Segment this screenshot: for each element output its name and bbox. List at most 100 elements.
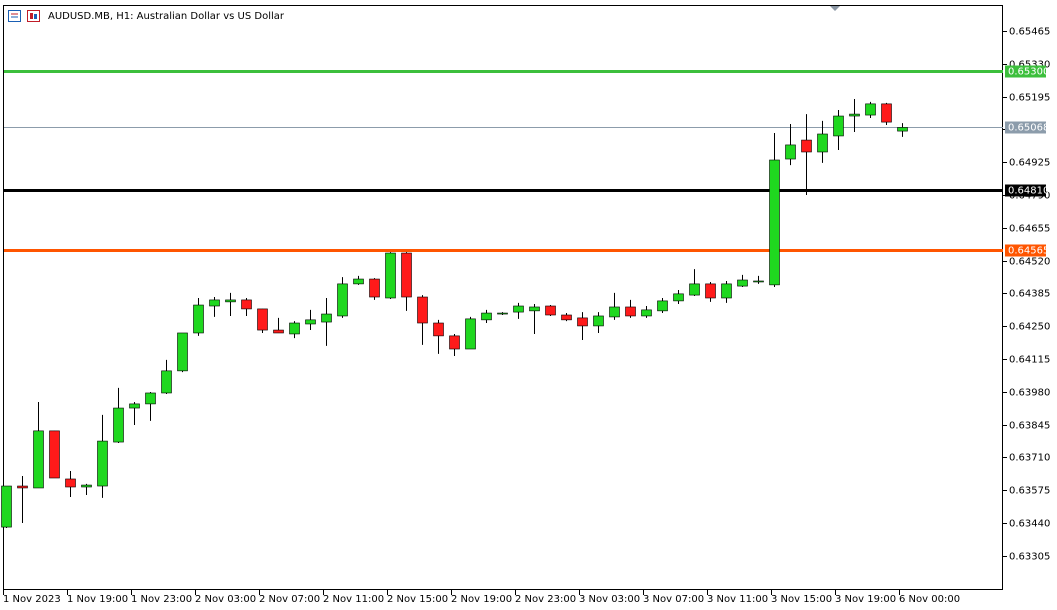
x-tick-label: 2 Nov 23:00 xyxy=(515,594,576,605)
candle-body xyxy=(129,403,140,409)
x-tick-label: 3 Nov 19:00 xyxy=(835,594,896,605)
candle-body xyxy=(689,283,700,296)
candle-body xyxy=(161,370,172,394)
candle-body xyxy=(321,313,332,323)
candle-body xyxy=(449,335,460,350)
candle-body xyxy=(97,440,108,487)
x-tick-label: 6 Nov 00:00 xyxy=(899,594,960,605)
candle-body xyxy=(337,283,348,317)
candle-body xyxy=(865,103,876,116)
x-tick-label: 2 Nov 07:00 xyxy=(259,594,320,605)
y-tick-label: 0.65465 xyxy=(1009,27,1050,38)
candle-body xyxy=(401,252,412,298)
candle-body xyxy=(529,306,540,312)
candle-body xyxy=(49,430,60,479)
candle-body xyxy=(673,293,684,302)
x-tick-label: 3 Nov 07:00 xyxy=(643,594,704,605)
x-tick-label: 2 Nov 15:00 xyxy=(387,594,448,605)
candle-body xyxy=(577,317,588,327)
candle-body xyxy=(561,314,572,321)
icon-bar xyxy=(34,14,37,19)
y-tick-label: 0.65330 xyxy=(1009,60,1050,71)
candle-body xyxy=(593,315,604,327)
y-tick-label: 0.64385 xyxy=(1009,289,1050,300)
y-tick-label: 0.64655 xyxy=(1009,224,1050,235)
level-label: 0.65068 xyxy=(1008,123,1049,134)
chart-icons xyxy=(8,10,40,22)
x-tick-label: 1 Nov 19:00 xyxy=(67,594,128,605)
candle-body xyxy=(1,485,12,528)
x-tick-label: 2 Nov 03:00 xyxy=(195,594,256,605)
candle-body xyxy=(209,299,220,307)
candle-body xyxy=(225,299,236,303)
candle-body xyxy=(849,113,860,117)
icon-list xyxy=(8,10,21,22)
level-label: 0.65300 xyxy=(1008,67,1049,78)
level-label: 0.64810 xyxy=(1008,186,1049,197)
candle-body xyxy=(241,299,252,310)
level-label-box xyxy=(1005,121,1046,134)
y-tick-label: 0.63440 xyxy=(1009,519,1050,530)
candle-body xyxy=(753,280,764,283)
candle-body xyxy=(705,283,716,299)
y-tick-label: 0.63575 xyxy=(1009,486,1050,497)
candle-body xyxy=(769,159,780,286)
candle-body xyxy=(721,283,732,299)
candle-body xyxy=(369,278,380,298)
chart-title: AUDUSD.MB, H1: Australian Dollar vs US D… xyxy=(48,11,285,22)
y-tick-label: 0.63845 xyxy=(1009,421,1050,432)
candle-body xyxy=(609,306,620,318)
candle-body xyxy=(625,306,636,317)
y-tick-label: 0.63305 xyxy=(1009,552,1050,563)
y-tick-label: 0.64250 xyxy=(1009,322,1050,333)
level-label-box xyxy=(1005,65,1046,78)
candle-body xyxy=(193,304,204,334)
candle-body xyxy=(273,329,284,334)
y-tick-label: 0.63710 xyxy=(1009,453,1050,464)
icon-chart xyxy=(27,10,40,22)
candle-body xyxy=(385,252,396,299)
x-tick-label: 1 Nov 2023 xyxy=(3,594,61,605)
x-tick-label: 3 Nov 11:00 xyxy=(707,594,768,605)
candle-body xyxy=(17,485,28,489)
x-tick-label: 1 Nov 23:00 xyxy=(131,594,192,605)
candle-body xyxy=(305,319,316,325)
level-label-box xyxy=(1005,244,1046,257)
candle-body xyxy=(737,279,748,287)
candle-body xyxy=(465,318,476,350)
candle-body xyxy=(881,103,892,123)
plot-frame xyxy=(3,5,1003,590)
icon-bar xyxy=(30,13,33,19)
candle-body xyxy=(113,407,124,443)
candle-body xyxy=(481,312,492,321)
candle-body xyxy=(65,478,76,488)
candle-body xyxy=(801,139,812,153)
candle-body xyxy=(81,484,92,488)
x-tick-label: 3 Nov 03:00 xyxy=(579,594,640,605)
candle-body xyxy=(289,322,300,335)
y-tick-label: 0.64520 xyxy=(1009,257,1050,268)
candle-body xyxy=(33,430,44,489)
x-tick-label: 3 Nov 15:00 xyxy=(771,594,832,605)
y-tick-label: 0.63980 xyxy=(1009,388,1050,399)
candle-body xyxy=(785,144,796,160)
candle-body xyxy=(257,308,268,331)
candle-body xyxy=(657,300,668,312)
shift-marker xyxy=(830,6,840,11)
candle-body xyxy=(513,305,524,313)
y-tick-label: 0.64925 xyxy=(1009,158,1050,169)
candle-body xyxy=(545,305,556,316)
x-tick-label: 2 Nov 19:00 xyxy=(451,594,512,605)
candle-body xyxy=(433,322,444,337)
candle-body xyxy=(497,312,508,315)
candle-body xyxy=(897,127,908,132)
candle-body xyxy=(417,296,428,324)
candle-body xyxy=(145,392,156,405)
x-tick-label: 2 Nov 11:00 xyxy=(323,594,384,605)
candle-body xyxy=(817,133,828,153)
candle-body xyxy=(353,278,364,285)
candle-body xyxy=(641,309,652,317)
level-label: 0.64565 xyxy=(1008,246,1049,257)
